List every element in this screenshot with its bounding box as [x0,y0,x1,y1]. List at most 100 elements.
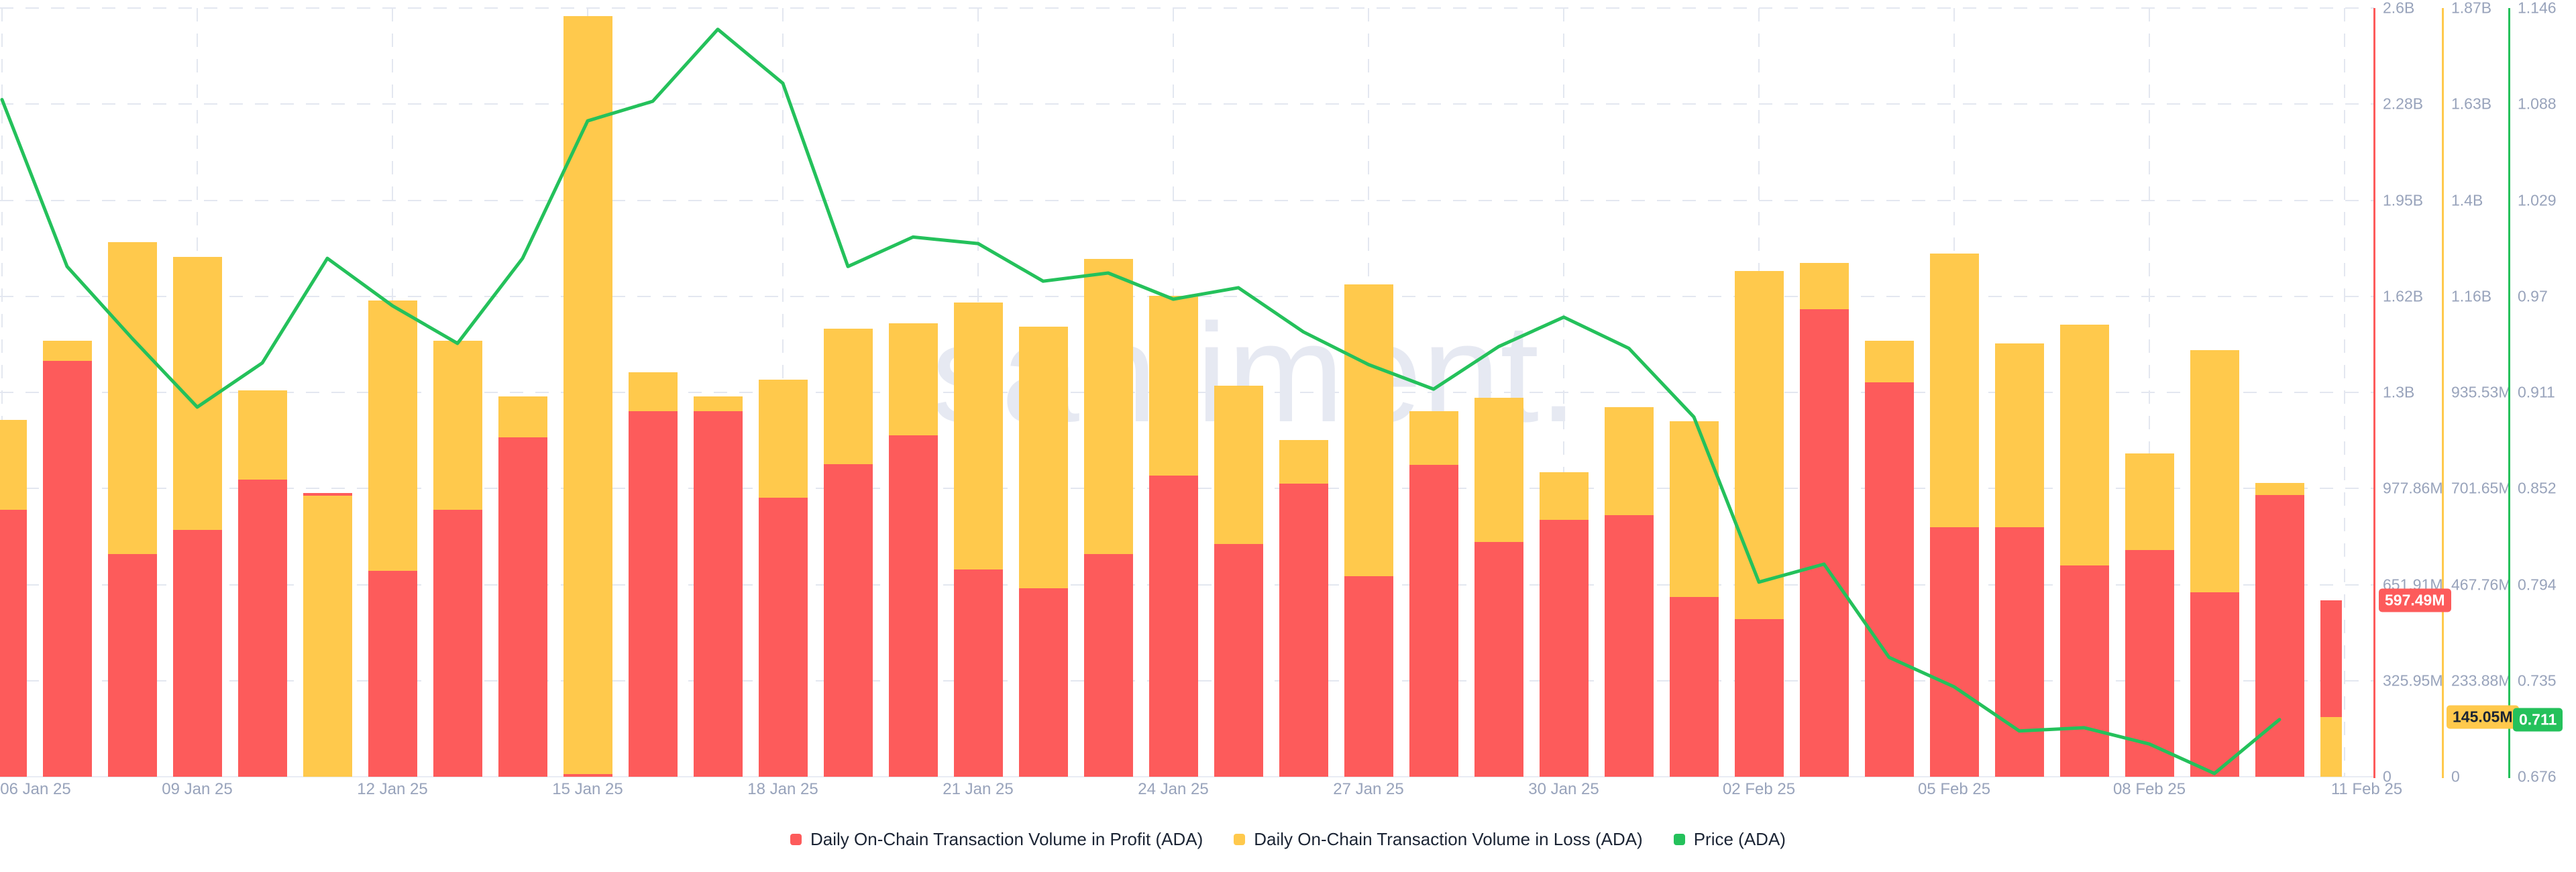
bar-segment-profit [1149,475,1198,777]
bar-segment-profit [889,435,938,777]
x-axis-label: 08 Feb 25 [2112,780,2186,798]
x-axis-label: 30 Jan 25 [1528,780,1599,798]
price-axis-tick: 0.735 [2518,671,2557,690]
bar-segment-profit [238,480,287,777]
bar-17-Jan-25[interactable] [694,396,743,777]
price-axis-tick: 0.911 [2518,383,2555,401]
bar-segment-profit [1865,382,1914,777]
bar-segment-loss [2320,717,2342,777]
bar-segment-profit [1930,527,1979,777]
bar-12-Jan-25[interactable] [368,300,417,777]
bar-28-Jan-25[interactable] [1409,411,1458,777]
loss-swatch-icon [1234,834,1246,845]
bar-segment-profit [1279,484,1328,777]
bar-segment-profit [1409,464,1458,777]
loss-axis-tick: 1.63B [2451,95,2492,113]
loss-axis-tick: 233.88M [2451,671,2512,690]
bar-segment-profit [173,529,222,777]
bar-segment-profit [1474,542,1523,777]
x-axis-label: 11 Feb 25 [2330,780,2403,798]
bar-09-Feb-25[interactable] [2190,349,2239,777]
bar-30-Jan-25[interactable] [1540,472,1589,777]
price-line[interactable] [0,28,2282,775]
bar-21-Jan-25[interactable] [954,302,1003,777]
bar-segment-profit [2060,565,2109,777]
bar-segment-profit [564,774,612,777]
bar-segment-profit [954,569,1003,777]
price-axis-tick: 1.029 [2518,191,2557,209]
price-axis-tick: 0.852 [2518,479,2557,497]
profit-last-value-badge: 597.49M [2379,588,2451,612]
bar-05-Feb-25[interactable] [1930,253,1979,777]
bar-segment-profit [1605,514,1654,777]
loss-axis-tick: 935.53M [2451,383,2512,401]
bar-13-Jan-25[interactable] [433,340,482,777]
bar-11-Jan-25[interactable] [303,492,352,777]
price-axis-line [2508,8,2510,778]
bar-22-Jan-25[interactable] [1019,326,1068,777]
bar-26-Jan-25[interactable] [1279,440,1328,777]
price-axis-tick: 1.088 [2518,95,2557,113]
loss-axis-tick: 1.87B [2451,0,2492,17]
bar-segment-profit [1344,576,1393,777]
profit-axis-tick: 2.28B [2383,95,2424,113]
bar-29-Jan-25[interactable] [1474,397,1523,777]
x-axis-label: 06 Jan 25 [0,780,71,798]
bar-07-Jan-25[interactable] [43,340,92,777]
bar-19-Jan-25[interactable] [824,329,873,777]
price-axis-tick: 0.97 [2518,287,2548,305]
gridline-vertical [1,8,3,777]
bar-segment-profit [694,411,743,777]
loss-axis-tick: 1.16B [2451,287,2492,305]
bar-24-Jan-25[interactable] [1149,295,1198,777]
price-axis-tick: 0.676 [2518,767,2557,785]
bar-10-Feb-25[interactable] [2255,482,2304,777]
legend-item-price[interactable]: Price (ADA) [1673,829,1786,850]
bar-31-Jan-25[interactable] [1605,407,1654,777]
profit-axis-tick: 0 [2383,767,2392,785]
bar-segment-profit [2190,592,2239,777]
bar-10-Jan-25[interactable] [238,390,287,777]
bar-06-Feb-25[interactable] [1995,343,2044,777]
profit-axis-tick: 2.6B [2383,0,2415,17]
bar-02-Feb-25[interactable] [1735,271,1784,777]
bar-01-Feb-25[interactable] [1670,421,1719,777]
bar-08-Jan-25[interactable] [108,241,157,777]
bar-segment-loss [303,495,352,777]
bar-16-Jan-25[interactable] [629,372,678,777]
bar-segment-profit [824,464,873,777]
bar-segment-profit [1084,554,1133,777]
legend-item-profit[interactable]: Daily On-Chain Transaction Volume in Pro… [790,829,1203,850]
legend: Daily On-Chain Transaction Volume in Pro… [0,829,2576,850]
x-axis-label: 15 Jan 25 [552,780,623,798]
bar-04-Feb-25[interactable] [1865,340,1914,777]
bar-23-Jan-25[interactable] [1084,258,1133,777]
x-axis-label: 02 Feb 25 [1722,780,1796,798]
bar-14-Jan-25[interactable] [498,396,547,777]
legend-item-loss[interactable]: Daily On-Chain Transaction Volume in Los… [1234,829,1643,850]
bar-15-Jan-25[interactable] [564,16,612,777]
x-axis-label: 24 Jan 25 [1138,780,1209,798]
bar-segment-profit [1540,519,1589,777]
bar-20-Jan-25[interactable] [889,323,938,777]
price-axis-tick: 1.146 [2518,0,2557,17]
bar-segment-profit [1800,309,1849,777]
bar-11-Feb-25[interactable] [2320,600,2342,777]
loss-axis-line [2442,8,2444,778]
bar-25-Jan-25[interactable] [1214,386,1263,777]
bar-segment-profit [498,437,547,777]
bar-18-Jan-25[interactable] [759,380,808,777]
profit-axis-tick: 1.95B [2383,191,2424,209]
bar-09-Jan-25[interactable] [173,256,222,777]
bar-07-Feb-25[interactable] [2060,324,2109,777]
bar-03-Feb-25[interactable] [1800,262,1849,777]
bar-segment-profit [759,497,808,777]
loss-axis-tick: 701.65M [2451,479,2512,497]
bar-06-Jan-25[interactable] [0,420,27,777]
bar-segment-profit [1735,619,1784,777]
bar-segment-profit [1019,588,1068,777]
x-axis-label: 09 Jan 25 [162,780,233,798]
loss-axis-tick: 1.4B [2451,191,2483,209]
gridline-vertical [2149,8,2150,777]
